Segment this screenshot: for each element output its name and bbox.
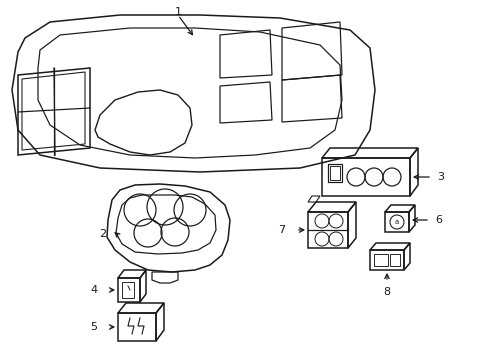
Bar: [369, 250, 403, 270]
Text: 3: 3: [437, 172, 444, 182]
Text: a: a: [394, 219, 398, 225]
Bar: [384, 212, 408, 232]
Bar: [307, 212, 347, 248]
Text: 5: 5: [90, 322, 97, 332]
Text: 2: 2: [99, 229, 106, 239]
Text: 6: 6: [435, 215, 442, 225]
Bar: [389, 254, 399, 266]
Text: 8: 8: [383, 287, 390, 297]
Bar: [373, 254, 387, 266]
Bar: [321, 158, 409, 196]
Bar: [327, 164, 341, 182]
Text: 4: 4: [90, 285, 98, 295]
Text: 7: 7: [278, 225, 285, 235]
Bar: [329, 166, 339, 180]
Text: 1: 1: [174, 7, 181, 17]
Bar: [122, 282, 134, 298]
Bar: [118, 278, 140, 302]
Bar: [118, 313, 156, 341]
